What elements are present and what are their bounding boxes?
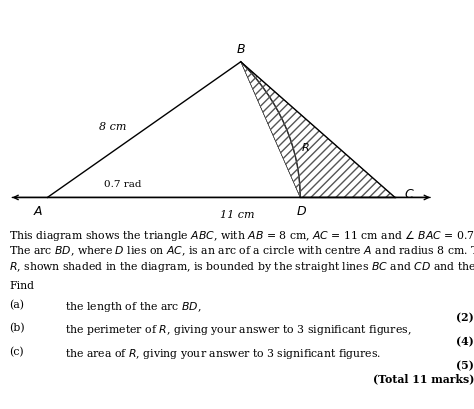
Text: 8 cm: 8 cm bbox=[99, 122, 126, 132]
Text: $D$: $D$ bbox=[296, 205, 307, 218]
Text: $R$, shown shaded in the diagram, is bounded by the straight lines $BC$ and $CD$: $R$, shown shaded in the diagram, is bou… bbox=[9, 260, 474, 274]
Text: Find: Find bbox=[9, 281, 35, 291]
Text: (a): (a) bbox=[9, 300, 25, 310]
Text: (b): (b) bbox=[9, 324, 25, 334]
Text: the length of the arc $BD$,: the length of the arc $BD$, bbox=[65, 300, 202, 314]
Text: (2): (2) bbox=[456, 313, 474, 324]
Text: (5): (5) bbox=[456, 360, 474, 371]
Text: (Total 11 marks): (Total 11 marks) bbox=[373, 373, 474, 384]
Text: $R$: $R$ bbox=[301, 141, 310, 153]
Text: This diagram shows the triangle $ABC$, with $AB$ = 8 cm, $AC$ = 11 cm and $\angl: This diagram shows the triangle $ABC$, w… bbox=[9, 229, 474, 243]
Text: the perimeter of $R$, giving your answer to 3 significant figures,: the perimeter of $R$, giving your answer… bbox=[65, 324, 412, 337]
Text: $C$: $C$ bbox=[404, 188, 415, 201]
Text: the area of $R$, giving your answer to 3 significant figures.: the area of $R$, giving your answer to 3… bbox=[65, 347, 382, 361]
Text: $A$: $A$ bbox=[33, 205, 43, 218]
Text: The arc $BD$, where $D$ lies on $AC$, is an arc of a circle with centre $A$ and : The arc $BD$, where $D$ lies on $AC$, is… bbox=[9, 244, 474, 258]
Text: (c): (c) bbox=[9, 347, 24, 357]
Text: 0.7 rad: 0.7 rad bbox=[104, 180, 142, 189]
Text: (4): (4) bbox=[456, 337, 474, 347]
Text: 11 cm: 11 cm bbox=[220, 209, 254, 220]
Text: $B$: $B$ bbox=[236, 43, 246, 56]
